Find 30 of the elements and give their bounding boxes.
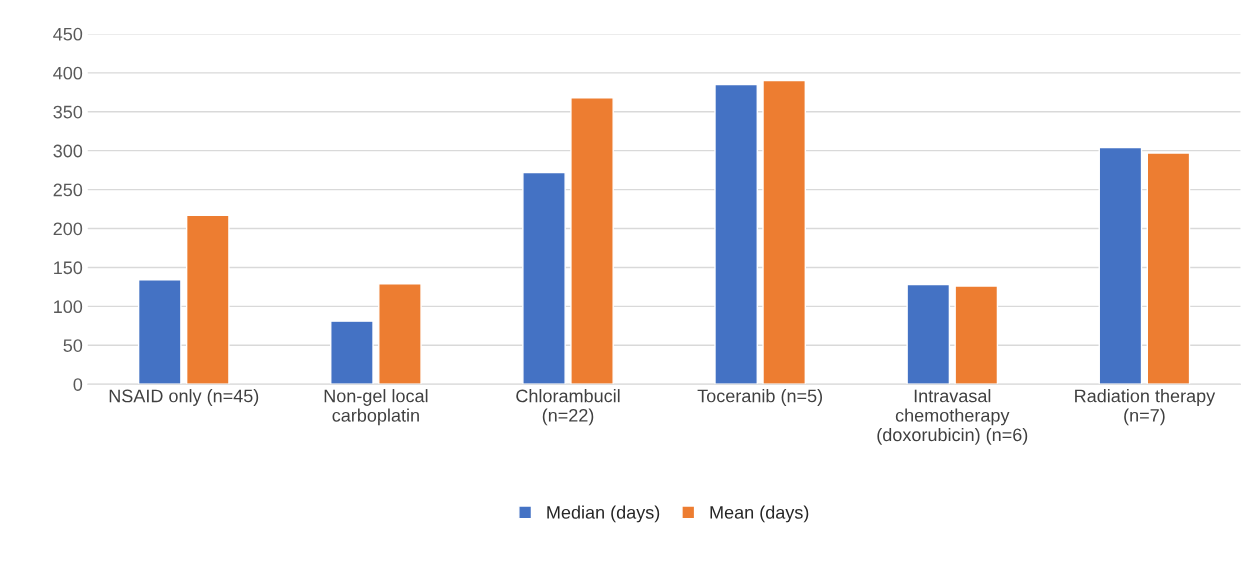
y-tick-label: 450 <box>53 27 83 41</box>
y-tick-label: 350 <box>53 105 83 119</box>
bar <box>1146 152 1191 385</box>
y-tick-label: 300 <box>53 144 83 158</box>
bar <box>137 279 182 385</box>
y-tick-label: 200 <box>53 222 83 236</box>
y-tick-label: 250 <box>53 183 83 197</box>
x-tick-label: Intravasal chemotherapy (doxorubicin) (n=6) <box>877 389 1028 445</box>
bar <box>330 320 374 385</box>
y-tick-label: 0 <box>73 378 83 391</box>
bar <box>570 97 614 385</box>
x-tick-label: NSAID only (n=45) <box>109 389 259 406</box>
y-tick-label: 150 <box>54 261 83 275</box>
x-tick-label: Non-gel local carboplatin <box>324 389 428 426</box>
bar <box>522 171 566 385</box>
bar <box>906 283 951 385</box>
y-tick-label: 50 <box>63 339 83 352</box>
bar <box>378 283 422 385</box>
bar <box>1098 146 1143 385</box>
y-tick-label: 400 <box>53 66 83 80</box>
x-tick-label: Chlorambucil (n=22) <box>516 389 620 426</box>
bar <box>714 83 758 385</box>
x-tick-label: Radiation therapy (n=7) <box>1075 389 1216 426</box>
bar <box>762 79 806 385</box>
y-tick-label: 100 <box>54 300 83 314</box>
legend-label: Median (days) <box>547 505 660 523</box>
bar <box>954 285 999 385</box>
bar <box>185 214 230 385</box>
legend-label: Mean (days) <box>710 505 809 523</box>
x-tick-label: Toceranib (n=5) <box>697 389 823 406</box>
